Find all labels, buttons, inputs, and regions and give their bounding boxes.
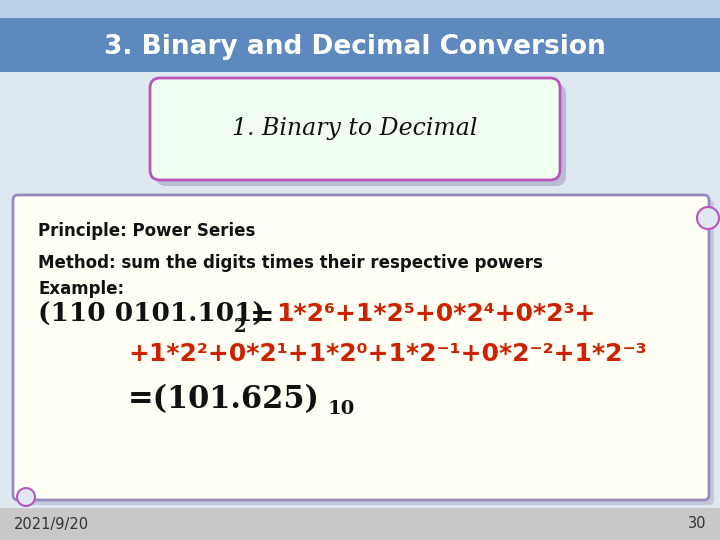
FancyBboxPatch shape: [156, 84, 566, 186]
FancyBboxPatch shape: [13, 195, 709, 500]
Text: Method: sum the digits times their respective powers: Method: sum the digits times their respe…: [38, 254, 543, 272]
Text: =: =: [250, 302, 274, 331]
Text: Example:: Example:: [38, 280, 124, 298]
Circle shape: [697, 207, 719, 229]
Bar: [0, 18, 720, 72]
Bar: [0, 508, 720, 540]
Text: 2021/9/20: 2021/9/20: [14, 516, 89, 531]
FancyBboxPatch shape: [18, 200, 714, 505]
Text: 3. Binary and Decimal Conversion: 3. Binary and Decimal Conversion: [104, 34, 606, 60]
Text: 30: 30: [688, 516, 706, 531]
Text: 2: 2: [234, 318, 246, 336]
FancyBboxPatch shape: [150, 78, 560, 180]
Text: Principle: Power Series: Principle: Power Series: [38, 222, 256, 240]
Text: 10: 10: [328, 400, 355, 418]
Text: +1*2²+0*2¹+1*2⁰+1*2⁻¹+0*2⁻²+1*2⁻³: +1*2²+0*2¹+1*2⁰+1*2⁻¹+0*2⁻²+1*2⁻³: [128, 342, 647, 366]
Circle shape: [17, 488, 35, 506]
Text: 1*2⁶+1*2⁵+0*2⁴+0*2³+: 1*2⁶+1*2⁵+0*2⁴+0*2³+: [276, 302, 595, 326]
Text: 1. Binary to Decimal: 1. Binary to Decimal: [233, 118, 477, 140]
Bar: [0, 0, 720, 72]
Text: =(101.625): =(101.625): [128, 384, 320, 415]
Text: (110 0101.101): (110 0101.101): [38, 302, 265, 327]
